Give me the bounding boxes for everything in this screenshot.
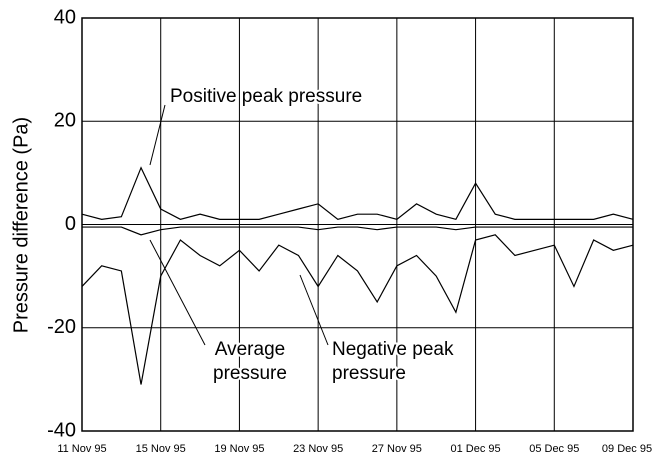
series-line	[81, 166, 634, 221]
y-tick-label: 0	[65, 213, 76, 235]
x-tick-label: 23 Nov 95	[293, 443, 343, 455]
series-line	[81, 234, 634, 385]
y-tick-label: -20	[47, 316, 76, 338]
annotation-leader	[149, 104, 166, 166]
annotation-leader	[149, 239, 206, 346]
annotation: Average	[215, 339, 285, 360]
x-tick-label: 27 Nov 95	[372, 443, 422, 455]
annotation: pressure	[332, 363, 406, 384]
y-tick-label: 40	[54, 6, 76, 28]
x-tick-label: 19 Nov 95	[214, 443, 264, 455]
annotation: Negative peak	[332, 339, 454, 360]
series-line	[82, 226, 633, 236]
annotation: pressure	[213, 363, 287, 384]
annotation-leader	[299, 274, 329, 346]
y-axis-label: Pressure difference (Pa)	[10, 117, 32, 333]
x-tick-label: 09 Dec 95	[602, 443, 652, 455]
y-tick-label: 20	[54, 110, 76, 132]
x-tick-label: 15 Nov 95	[136, 443, 186, 455]
y-tick-label: -40	[47, 419, 76, 441]
x-tick-label: 11 Nov 95	[57, 443, 106, 455]
x-tick-label: 05 Dec 95	[529, 443, 579, 455]
annotation: Positive peak pressure	[170, 86, 362, 107]
x-tick-label: 01 Dec 95	[450, 443, 500, 455]
